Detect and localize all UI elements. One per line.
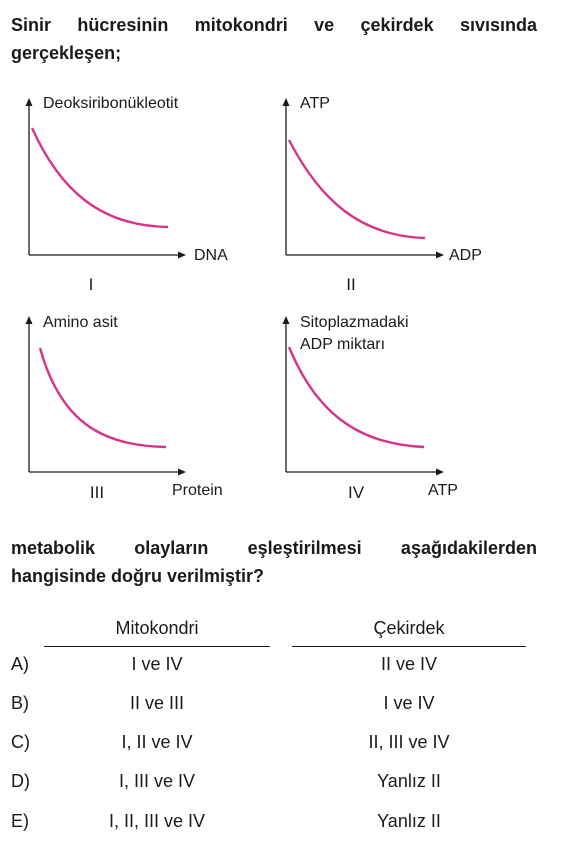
graph-1-ylabel: Deoksiribonükleotit: [43, 95, 179, 112]
graph-2-ylabel: ATP: [300, 95, 330, 112]
graph-1-y-arrow: [25, 98, 33, 106]
graph-2-xlabel: ADP: [449, 247, 482, 264]
question-stem-line-2: gerçekleşen;: [11, 43, 122, 63]
header-rule-cekirdek: [292, 646, 526, 647]
option-mitokondri-value: I, II ve IV: [121, 732, 193, 752]
graph-1-x-arrow: [178, 251, 186, 259]
graph-1-curve: [30, 127, 169, 229]
option-b[interactable]: B) II ve III I ve IV: [0, 693, 563, 723]
option-cekirdek-value: I ve IV: [383, 693, 435, 713]
graph-4-y-arrow: [282, 316, 290, 324]
graph-4-numeral: IV: [348, 483, 365, 502]
graph-4-ylabel-line-1: Sitoplazmadaki: [300, 314, 409, 331]
question-stem-line-1: Sinir hücresinin mitokondri ve çekirdek …: [11, 15, 537, 35]
graph-4-curve: [287, 346, 425, 449]
graph-1-xlabel: DNA: [194, 247, 228, 264]
option-d[interactable]: D) I, III ve IV Yanlız II: [0, 771, 563, 801]
option-letter: B): [11, 693, 29, 713]
graph-2-curve: [287, 139, 426, 240]
graph-3-x-arrow: [178, 468, 186, 476]
option-letter: D): [11, 771, 30, 791]
graphs-panel: Deoksiribonükleotit DNA I ATP ADP II Ami…: [25, 95, 482, 502]
graph-3-y-arrow: [25, 316, 33, 324]
header-mitokondri: Mitokondri: [115, 618, 199, 638]
option-cekirdek-value: Yanlız II: [377, 811, 441, 831]
graph-2-numeral: II: [346, 275, 355, 294]
graph-2: ATP ADP II: [282, 95, 482, 294]
option-a[interactable]: A) I ve IV II ve IV: [0, 654, 563, 684]
question-stem-line-4: hangisinde doğru verilmiştir?: [11, 566, 265, 586]
graph-2-x-arrow: [436, 251, 444, 259]
option-c[interactable]: C) I, II ve IV II, III ve IV: [0, 732, 563, 762]
option-e[interactable]: E) I, II, III ve IV Yanlız II: [0, 811, 563, 841]
graph-1: Deoksiribonükleotit DNA I: [25, 95, 228, 294]
option-cekirdek-value: Yanlız II: [377, 771, 441, 791]
graph-2-y-arrow: [282, 98, 290, 106]
graph-4-ylabel-line-2: ADP miktarı: [300, 336, 385, 353]
graph-3-curve: [38, 347, 167, 449]
question-stem-line-3: metabolik olayların eşleştirilmesi aşağı…: [11, 538, 537, 558]
graph-1-numeral: I: [89, 275, 94, 294]
graph-3: Amino asit Protein III: [25, 314, 223, 502]
graph-4-xlabel: ATP: [428, 482, 458, 499]
header-cekirdek: Çekirdek: [373, 618, 445, 638]
option-cekirdek-value: II ve IV: [380, 654, 438, 674]
graph-3-xlabel: Protein: [172, 482, 223, 499]
graph-3-ylabel: Amino asit: [43, 314, 118, 331]
graph-3-numeral: III: [90, 483, 104, 502]
option-mitokondri-value: I, II, III ve IV: [108, 811, 206, 831]
option-letter: A): [11, 654, 29, 674]
header-rule-mitokondri: [44, 646, 270, 647]
option-mitokondri-value: II ve III: [129, 693, 185, 713]
option-cekirdek-value: II, III ve IV: [368, 732, 450, 752]
option-mitokondri-value: I, III ve IV: [118, 771, 196, 791]
graph-4-x-arrow: [436, 468, 444, 476]
option-letter: E): [11, 811, 29, 831]
option-letter: C): [11, 732, 30, 752]
graph-4: Sitoplazmadaki ADP miktarı ATP IV: [282, 314, 458, 502]
option-mitokondri-value: I ve IV: [131, 654, 183, 674]
